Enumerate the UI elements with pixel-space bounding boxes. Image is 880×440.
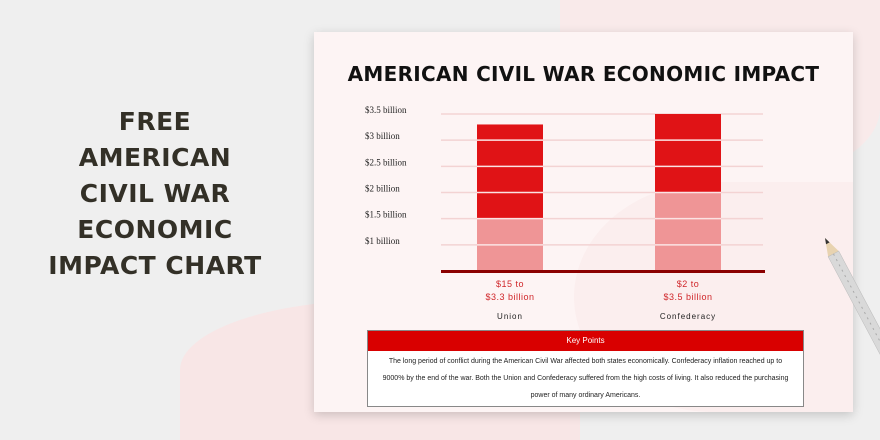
bar-upper-union (477, 124, 543, 219)
bar-chart: $1 billion $1.5 billion $2 billion $2.5 bil… (365, 105, 765, 321)
bar-lower-confederacy (655, 192, 721, 271)
y-tick-label: $2 billion (365, 184, 400, 194)
bar-upper-confederacy (655, 114, 721, 193)
x-axis-baseline (441, 270, 765, 273)
y-tick-label: $2.5 billion (365, 157, 407, 167)
key-points-heading: Key Points (368, 331, 803, 351)
key-points-text: The long period of conflict during the A… (382, 358, 789, 399)
data-label: $3.5 billion (663, 292, 712, 302)
y-tick-label: $1.5 billion (365, 210, 407, 220)
data-label: $15 to (496, 279, 524, 289)
x-tick-label: Union (497, 312, 523, 321)
pencil-icon (825, 238, 880, 434)
promo-title: FREE AMERICAN CIVIL WAR ECONOMIC IMPACT … (48, 107, 262, 280)
chart-title: AMERICAN CIVIL WAR ECONOMIC IMPACT (347, 62, 820, 86)
chart-card: AMERICAN CIVIL WAR ECONOMIC IMPACT $1 bi… (314, 32, 853, 412)
data-label: $2 to (677, 279, 700, 289)
y-tick-label: $3.5 billion (365, 105, 407, 115)
y-tick-label: $3 billion (365, 131, 400, 141)
data-label: $3.3 billion (485, 292, 534, 302)
x-tick-label: Confederacy (660, 312, 716, 321)
key-points-box: Key Points The long period of conflict d… (367, 330, 804, 407)
y-tick-label: $1 billion (365, 236, 400, 246)
